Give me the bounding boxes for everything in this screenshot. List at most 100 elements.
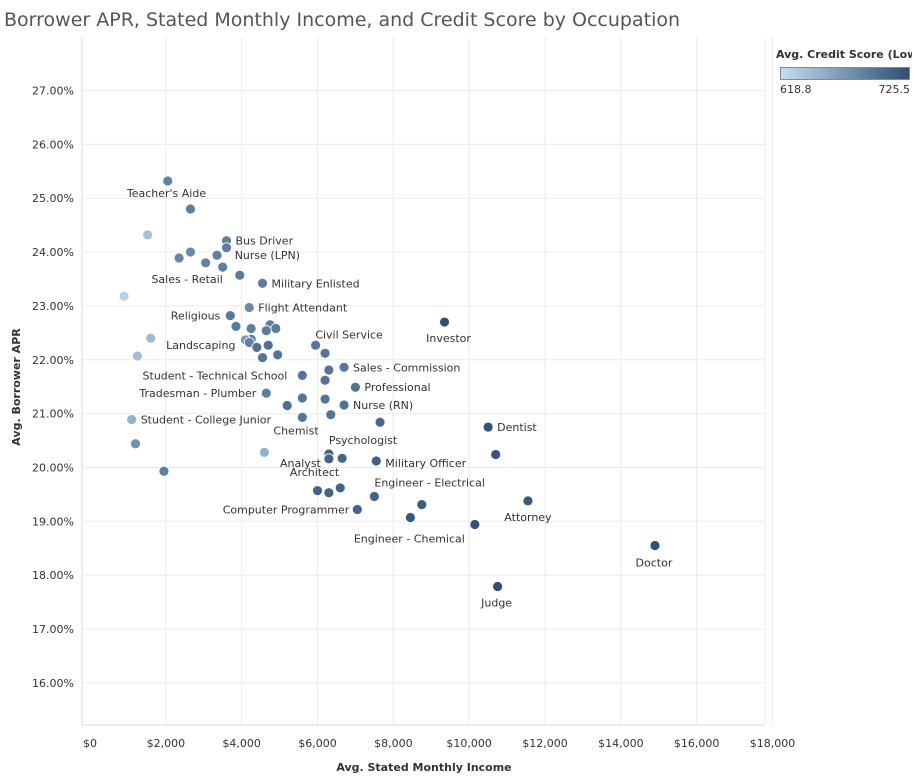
- point-label: Investor: [426, 332, 471, 345]
- scatter-point[interactable]: [173, 252, 185, 264]
- scatter-point[interactable]: [185, 203, 196, 215]
- point-label: Student - College Junior: [141, 414, 272, 427]
- x-tick-label: $2,000: [147, 737, 186, 750]
- x-axis-ticks: $0 $2,000 $4,000 $6,000 $8,000 $10,000 $12,000…: [83, 737, 795, 750]
- scatter-point[interactable]: [522, 495, 534, 507]
- scatter-point[interactable]: [416, 499, 428, 511]
- data-points: [118, 175, 661, 592]
- scatter-point[interactable]: [319, 393, 331, 405]
- scatter-point[interactable]: [649, 540, 661, 551]
- point-label: Engineer - Electrical: [374, 477, 485, 490]
- x-tick-label: $14,000: [598, 737, 644, 750]
- legend-title: Avg. Credit Score (Lowe..: [776, 48, 912, 61]
- scatter-point[interactable]: [319, 347, 331, 359]
- point-label: Nurse (LPN): [235, 249, 300, 262]
- point-label: Engineer - Chemical: [354, 533, 465, 546]
- scatter-point[interactable]: [185, 246, 196, 258]
- point-label: Professional: [364, 381, 430, 394]
- point-label: Psychologist: [329, 434, 398, 447]
- scatter-point[interactable]: [257, 352, 268, 363]
- scatter-point[interactable]: [296, 392, 308, 404]
- scatter-point[interactable]: [234, 269, 246, 281]
- scatter-point[interactable]: [158, 465, 170, 477]
- scatter-point[interactable]: [260, 387, 272, 399]
- x-tick-label: $18,000: [750, 737, 796, 750]
- x-tick-label: $0: [83, 737, 97, 750]
- point-label: Attorney: [504, 511, 552, 524]
- scatter-point[interactable]: [130, 438, 141, 450]
- scatter-point[interactable]: [374, 416, 386, 428]
- scatter-point[interactable]: [351, 504, 363, 515]
- scatter-point[interactable]: [224, 310, 236, 321]
- y-tick-label: 23.00%: [32, 300, 74, 313]
- point-label: Tradesman - Plumber: [138, 387, 256, 400]
- scatter-point[interactable]: [370, 455, 382, 467]
- scatter-point[interactable]: [262, 339, 274, 351]
- scatter-point[interactable]: [490, 449, 502, 460]
- scatter-point[interactable]: [336, 452, 348, 464]
- scatter-point[interactable]: [131, 350, 143, 362]
- scatter-point[interactable]: [296, 411, 308, 423]
- point-label: Landscaping: [166, 339, 235, 352]
- scatter-point[interactable]: [142, 229, 154, 241]
- legend-gradient: [780, 67, 910, 80]
- scatter-point[interactable]: [145, 332, 157, 344]
- y-tick-label: 24.00%: [32, 246, 74, 259]
- scatter-point[interactable]: [338, 399, 350, 411]
- scatter-point[interactable]: [270, 323, 282, 334]
- scatter-point[interactable]: [338, 361, 350, 373]
- scatter-point[interactable]: [325, 409, 337, 421]
- scatter-point[interactable]: [469, 519, 481, 530]
- point-label: Flight Attendant: [258, 302, 348, 315]
- scatter-point[interactable]: [310, 339, 322, 351]
- point-label: Doctor: [636, 557, 673, 570]
- scatter-point[interactable]: [404, 512, 416, 523]
- scatter-point[interactable]: [259, 446, 270, 458]
- scatter-point[interactable]: [243, 302, 255, 313]
- color-legend: Avg. Credit Score (Lowe.. 618.8 725.5: [776, 48, 912, 97]
- point-label: Military Officer: [385, 457, 466, 470]
- scatter-point[interactable]: [211, 249, 223, 261]
- scatter-point[interactable]: [296, 369, 308, 381]
- y-tick-label: 22.00%: [32, 354, 74, 367]
- point-label: Architect: [290, 466, 340, 479]
- y-axis-ticks: 16.00% 17.00% 18.00% 19.00% 20.00% 21.00% 22.0…: [32, 85, 74, 690]
- y-axis-title: Avg. Borrower APR: [10, 328, 23, 446]
- scatter-point[interactable]: [217, 261, 229, 273]
- scatter-point[interactable]: [221, 242, 232, 254]
- scatter-point[interactable]: [118, 290, 130, 302]
- scatter-point[interactable]: [323, 487, 335, 499]
- x-tick-label: $16,000: [674, 737, 720, 750]
- scatter-point[interactable]: [245, 323, 257, 334]
- scatter-point[interactable]: [126, 414, 138, 425]
- scatter-point[interactable]: [281, 400, 293, 411]
- point-label: Religious: [171, 310, 221, 323]
- chart-title: Borrower APR, Stated Monthly Income, and…: [4, 9, 681, 31]
- x-axis-title: Avg. Stated Monthly Income: [336, 761, 511, 774]
- y-tick-label: 27.00%: [32, 85, 74, 98]
- scatter-point[interactable]: [323, 364, 335, 376]
- point-label: Civil Service: [315, 329, 383, 342]
- scatter-point[interactable]: [230, 320, 242, 332]
- scatter-point[interactable]: [272, 349, 284, 361]
- scatter-point[interactable]: [312, 485, 323, 497]
- scatter-point[interactable]: [439, 316, 450, 328]
- point-label: Student - Technical School: [143, 369, 288, 382]
- scatter-point[interactable]: [251, 341, 263, 353]
- scatter-point[interactable]: [482, 421, 494, 433]
- scatter-point[interactable]: [162, 175, 174, 187]
- scatter-point[interactable]: [319, 374, 331, 386]
- scatter-point[interactable]: [334, 482, 346, 494]
- point-label: Judge: [480, 596, 512, 609]
- point-label: Analyst: [280, 457, 322, 470]
- scatter-point[interactable]: [323, 453, 335, 465]
- scatter-point[interactable]: [492, 581, 504, 592]
- scatter-point[interactable]: [257, 277, 268, 289]
- scatter-point[interactable]: [368, 491, 380, 502]
- scatter-point[interactable]: [200, 257, 212, 269]
- scatter-point[interactable]: [243, 337, 255, 348]
- scatter-point[interactable]: [260, 325, 272, 337]
- scatter-point[interactable]: [350, 381, 361, 393]
